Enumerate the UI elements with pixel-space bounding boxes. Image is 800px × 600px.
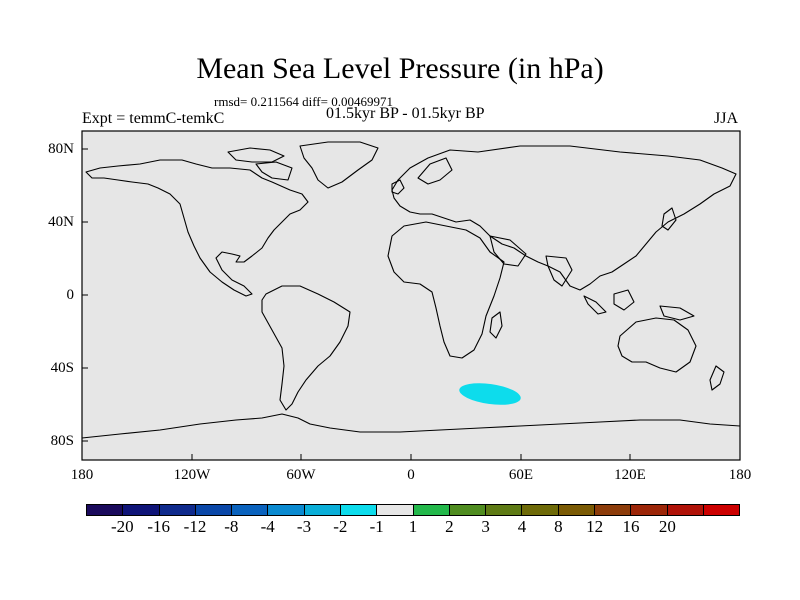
colorbar-label: 12 <box>586 517 604 536</box>
colorbar-swatch <box>87 505 124 515</box>
coast-eurasia <box>391 145 737 291</box>
lat-label-80s: 80S <box>50 433 74 449</box>
colorbar-label: 4 <box>517 517 527 536</box>
coast-japan <box>661 207 677 231</box>
lat-label-80n: 80N <box>48 141 74 157</box>
coast-arabia <box>489 235 527 267</box>
coast-borneo <box>613 289 635 311</box>
colorbar-swatch <box>159 505 196 515</box>
colorbar-swatch <box>232 505 269 515</box>
colorbar-label: -3 <box>296 517 312 536</box>
colorbar-swatch <box>340 505 378 515</box>
colorbar-label: -2 <box>333 517 348 536</box>
page-title: Mean Sea Level Pressure (in hPa) <box>196 52 604 85</box>
coast-new-guinea <box>659 305 695 321</box>
colorbar-swatch <box>268 505 305 515</box>
stats-text: rmsd= 0.211564 diff= 0.00469971 <box>214 94 393 109</box>
coast-india <box>545 255 573 287</box>
colorbar-label: 16 <box>622 517 640 536</box>
lon-label-180w: 180 <box>70 467 94 483</box>
coast-africa <box>387 221 505 359</box>
colorbar-label: -1 <box>369 517 384 536</box>
axis-ticks <box>82 148 631 460</box>
coast-sumatra <box>583 295 607 315</box>
colorbar-swatch <box>195 505 233 515</box>
colorbar-label: 1 <box>408 517 418 536</box>
lon-label-60w: 60W <box>286 467 316 483</box>
colorbar-label: 8 <box>554 517 563 536</box>
season-label: JJA <box>714 110 739 127</box>
lon-label-180e: 180 <box>728 467 752 483</box>
lon-label-120w: 120W <box>173 467 211 483</box>
lat-label-0: 0 <box>66 287 75 303</box>
colorbar-swatch <box>522 505 559 515</box>
colorbar-label: 2 <box>445 517 454 536</box>
coast-new-zealand <box>709 365 725 391</box>
pressure-anomaly-region <box>459 383 521 405</box>
colorbar-label: -4 <box>260 517 275 536</box>
coast-baffin <box>255 161 293 181</box>
experiment-label: Expt = temmC-temkC <box>82 110 225 127</box>
colorbar-swatch <box>304 505 341 515</box>
period-subtitle: 01.5kyr BP - 01.5kyr BP <box>326 105 485 122</box>
ocean-background <box>81 130 741 461</box>
colorbar-swatch <box>594 505 632 515</box>
colorbar-swatch <box>558 505 595 515</box>
coast-scandinavia <box>417 157 453 185</box>
colorbar-swatch <box>703 505 740 515</box>
colorbar-label: -8 <box>224 517 239 536</box>
colorbar <box>86 504 740 516</box>
colorbar-label: -20 <box>110 517 134 536</box>
colorbar-swatch <box>486 505 523 515</box>
colorbar-swatch <box>123 505 160 515</box>
lon-label-60e: 60E <box>508 467 534 483</box>
colorbar-label: 20 <box>658 517 676 536</box>
lon-label-0: 0 <box>407 467 415 483</box>
colorbar-label: -16 <box>147 517 170 536</box>
colorbar-label: -12 <box>183 517 207 536</box>
coast-british-isles <box>391 179 405 195</box>
coast-south-america <box>261 285 351 411</box>
lat-label-40n: 40N <box>48 214 74 230</box>
coast-north-america <box>85 159 309 297</box>
coastlines <box>81 141 741 439</box>
lon-label-120e: 120E <box>614 467 646 483</box>
colorbar-swatch <box>449 505 487 515</box>
colorbar-swatch <box>631 505 668 515</box>
coast-antarctica <box>81 413 741 439</box>
coast-madagascar <box>489 311 503 339</box>
colorbar-swatch <box>377 505 414 515</box>
coast-australia <box>617 317 697 373</box>
lat-label-40s: 40S <box>50 360 74 376</box>
coast-arctic-islands <box>227 147 285 163</box>
colorbar-swatch <box>413 505 450 515</box>
colorbar-swatch <box>667 505 704 515</box>
colorbar-label: 3 <box>481 517 490 536</box>
coast-greenland <box>299 141 379 189</box>
